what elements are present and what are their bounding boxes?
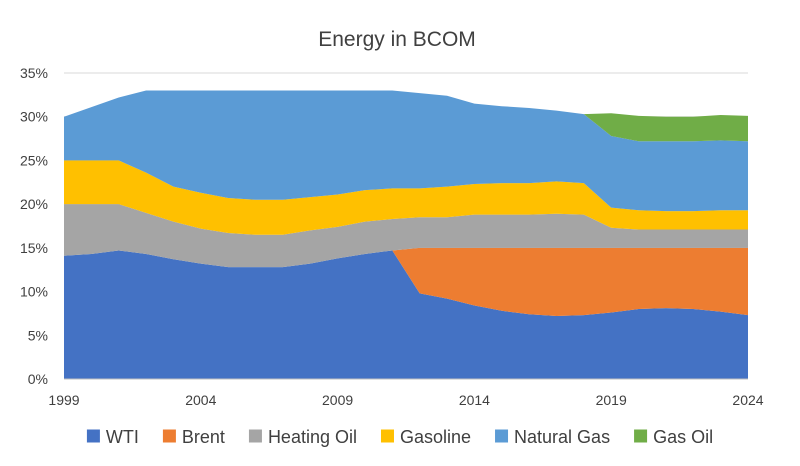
legend-item-heating-oil: Heating Oil: [248, 427, 357, 447]
y-tick-label: 20%: [20, 196, 48, 212]
x-tick-label: 2009: [322, 392, 353, 408]
legend-item-gas-oil: Gas Oil: [634, 427, 713, 447]
legend-swatch: [162, 429, 176, 443]
y-tick-label: 0%: [28, 371, 48, 387]
legend-label: Natural Gas: [514, 427, 610, 447]
legend-item-wti: WTI: [86, 427, 139, 447]
legend-swatch: [380, 429, 394, 443]
legend-item-gasoline: Gasoline: [380, 427, 471, 447]
legend-swatch: [495, 429, 509, 443]
area-heating-oil: [64, 204, 748, 268]
y-tick-label: 15%: [20, 240, 48, 256]
area-wti: [64, 250, 748, 379]
x-tick-label: 2019: [596, 392, 627, 408]
legend-swatch: [86, 429, 100, 443]
x-tick-label: 2004: [185, 392, 216, 408]
legend-item-natural-gas: Natural Gas: [495, 427, 610, 447]
area-brent: [64, 247, 748, 317]
x-tick-label: 2024: [732, 392, 763, 408]
axes: 0% 5% 10% 15% 20% 25% 30% 35% 1999 2004 2009 2014 20…: [20, 65, 764, 408]
legend-swatch: [634, 429, 648, 443]
y-tick-label: 5%: [28, 327, 48, 343]
y-tick-label: 10%: [20, 284, 48, 300]
area-gasoline: [64, 160, 748, 235]
legend-label: Gas Oil: [653, 427, 713, 447]
legend-label: Heating Oil: [268, 427, 357, 447]
legend-label: Gasoline: [400, 427, 471, 447]
x-tick-label: 1999: [48, 392, 79, 408]
legend-item-brent: Brent: [162, 427, 225, 447]
y-tick-label: 25%: [20, 152, 48, 168]
legend-swatch: [248, 429, 262, 443]
area-natural-gas: [64, 90, 748, 212]
y-tick-label: 35%: [20, 65, 48, 81]
x-tick-label: 2014: [459, 392, 490, 408]
chart-title: Energy in BCOM: [318, 28, 476, 51]
legend-label: WTI: [106, 427, 139, 447]
area-gas-oil: [64, 90, 748, 142]
plot-areas: [64, 90, 748, 379]
legend-label: Brent: [182, 427, 225, 447]
legend: WTI Brent Heating Oil Gasoline Natural Gas Ga…: [86, 427, 713, 447]
y-tick-label: 30%: [20, 109, 48, 125]
